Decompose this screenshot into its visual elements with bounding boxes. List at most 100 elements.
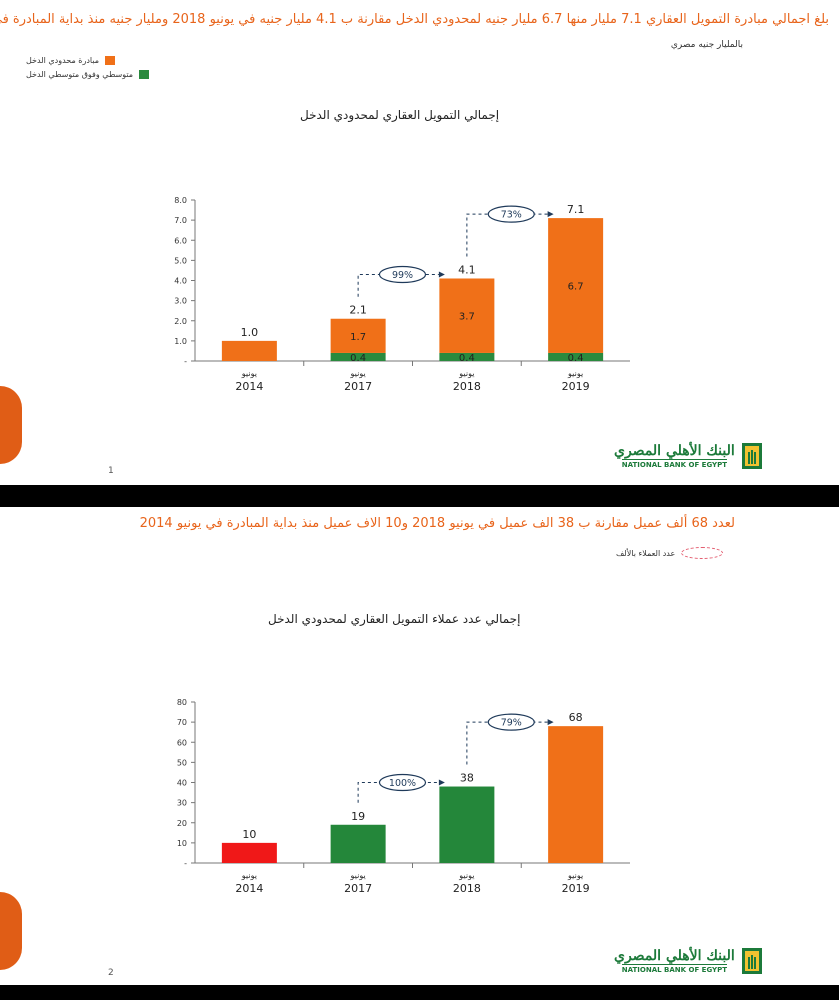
bar bbox=[330, 824, 386, 863]
legend-label: عدد العملاء بالألف bbox=[616, 548, 676, 558]
data-label: 0.4 bbox=[459, 353, 475, 364]
x-month-label: يونيو bbox=[458, 369, 474, 378]
slide-1: بلغ اجمالي مبادرة التمويل العقاري 7.1 مل… bbox=[0, 0, 839, 485]
y-tick-label: 40 bbox=[177, 779, 187, 788]
legend-oval-marker bbox=[681, 547, 724, 559]
y-tick-label: 20 bbox=[177, 819, 187, 828]
bank-logo: البنك الأهلي المصري NATIONAL BANK OF EGY… bbox=[614, 947, 763, 975]
slide-headline: بلغ اجمالي مبادرة التمويل العقاري 7.1 مل… bbox=[0, 12, 829, 27]
data-label: 3.7 bbox=[459, 312, 475, 323]
data-label: 10 bbox=[242, 828, 256, 841]
side-tab bbox=[0, 386, 22, 464]
y-tick-label: 5.0 bbox=[174, 256, 187, 265]
x-month-label: يونيو bbox=[458, 871, 474, 880]
bank-emblem-icon bbox=[741, 948, 762, 974]
growth-label: 100% bbox=[389, 778, 416, 789]
x-month-label: يونيو bbox=[567, 369, 583, 378]
arrowhead-icon bbox=[547, 719, 554, 726]
y-tick-label: - bbox=[184, 357, 187, 366]
growth-label: 79% bbox=[501, 718, 522, 729]
x-year-label: 2018 bbox=[453, 882, 481, 895]
data-label: 19 bbox=[351, 810, 365, 823]
slide-headline: لعدد 68 ألف عميل مقارنة ب 38 الف عميل في… bbox=[139, 516, 735, 531]
bar-segment bbox=[330, 318, 386, 353]
legend-label: متوسطي وفوق متوسطي الدخل bbox=[26, 70, 134, 79]
side-tab bbox=[0, 892, 22, 970]
data-label: 0.4 bbox=[568, 353, 584, 364]
y-tick-label: 2.0 bbox=[174, 317, 187, 326]
total-label: 4.1 bbox=[458, 263, 476, 276]
legend-item-customers: عدد العملاء بالألف bbox=[616, 547, 724, 559]
logo-arabic: البنك الأهلي المصري bbox=[614, 947, 735, 964]
unit-note: بالمليار جنيه مصري bbox=[670, 40, 743, 50]
x-year-label: 2019 bbox=[562, 882, 590, 895]
bar-segment bbox=[439, 278, 495, 353]
financing-chart: -1.02.03.04.05.06.07.08.0-1.0يونيو20140.… bbox=[174, 196, 630, 393]
legend-item-low-income: مبادرة محدودي الدخل bbox=[26, 56, 116, 65]
arrowhead-icon bbox=[438, 779, 445, 786]
y-tick-label: 10 bbox=[177, 839, 187, 848]
x-month-label: يونيو bbox=[350, 871, 366, 880]
bar bbox=[221, 842, 277, 863]
total-label: 1.0 bbox=[241, 326, 259, 339]
bank-logo: البنك الأهلي المصري NATIONAL BANK OF EGY… bbox=[614, 442, 763, 470]
y-tick-label: 7.0 bbox=[174, 216, 187, 225]
growth-oval bbox=[487, 713, 535, 731]
growth-connector bbox=[357, 273, 439, 297]
x-year-label: 2014 bbox=[235, 380, 263, 393]
arrowhead-icon bbox=[438, 271, 445, 278]
logo-english: NATIONAL BANK OF EGYPT bbox=[621, 458, 728, 469]
slide-2: لعدد 68 ألف عميل مقارنة ب 38 الف عميل في… bbox=[0, 507, 839, 985]
x-year-label: 2017 bbox=[344, 882, 372, 895]
y-tick-label: - bbox=[184, 859, 187, 868]
data-label: 6.7 bbox=[568, 282, 584, 293]
y-tick-label: 50 bbox=[177, 758, 187, 767]
bank-emblem-icon bbox=[741, 443, 762, 469]
total-label: 7.1 bbox=[567, 203, 585, 216]
growth-label: 99% bbox=[392, 270, 413, 281]
y-tick-label: 70 bbox=[177, 718, 187, 727]
bar bbox=[548, 726, 604, 863]
x-year-label: 2019 bbox=[562, 380, 590, 393]
x-month-label: يونيو bbox=[567, 871, 583, 880]
y-tick-label: 60 bbox=[177, 738, 187, 747]
growth-oval bbox=[378, 265, 427, 284]
x-year-label: 2014 bbox=[235, 882, 263, 895]
y-tick-label: 3.0 bbox=[174, 297, 187, 306]
chart-title: إجمالي عدد عملاء التمويل العقاري لمحدودي… bbox=[268, 612, 521, 626]
y-tick-label: 4.0 bbox=[174, 277, 187, 286]
data-label: 38 bbox=[460, 772, 474, 785]
x-month-label: يونيو bbox=[241, 871, 257, 880]
x-year-label: 2018 bbox=[453, 380, 481, 393]
data-label: 0.4 bbox=[350, 353, 366, 364]
page-number: 1 bbox=[108, 466, 114, 476]
x-month-label: يونيو bbox=[241, 369, 257, 378]
logo-arabic: البنك الأهلي المصري bbox=[614, 442, 735, 459]
customers-chart: - 10 20 30 40 50 60 70 80 10 يونيو 2014 19 يونيو 2017 3… bbox=[177, 698, 630, 895]
x-year-label: 2017 bbox=[344, 380, 372, 393]
y-tick-label: 6.0 bbox=[174, 236, 187, 245]
data-label: 68 bbox=[569, 711, 583, 724]
bar bbox=[439, 786, 495, 863]
data-label: 1.7 bbox=[350, 332, 366, 343]
bar-segment bbox=[548, 352, 604, 361]
logo-english: NATIONAL BANK OF EGYPT bbox=[621, 963, 728, 974]
growth-label: 73% bbox=[501, 210, 522, 221]
total-label: 2.1 bbox=[349, 304, 367, 317]
page-number: 2 bbox=[108, 968, 114, 978]
y-tick-label: 80 bbox=[177, 698, 187, 707]
bar-segment bbox=[330, 352, 386, 361]
y-tick-label: 30 bbox=[177, 799, 187, 808]
y-tick-label: 8.0 bbox=[174, 196, 187, 205]
bar-segment bbox=[439, 352, 495, 361]
legend-swatch-orange bbox=[105, 56, 116, 65]
legend-swatch-green bbox=[139, 70, 150, 79]
bar-segment bbox=[221, 340, 277, 361]
growth-oval bbox=[378, 773, 427, 792]
arrowhead-icon bbox=[547, 211, 554, 218]
legend-label: مبادرة محدودي الدخل bbox=[26, 56, 100, 65]
chart-title: إجمالي التمويل العقاري لمحدودي الدخل bbox=[300, 108, 500, 122]
y-tick-label: 1.0 bbox=[174, 337, 187, 346]
legend-item-middle-income: متوسطي وفوق متوسطي الدخل bbox=[26, 70, 150, 79]
x-month-label: يونيو bbox=[350, 369, 366, 378]
